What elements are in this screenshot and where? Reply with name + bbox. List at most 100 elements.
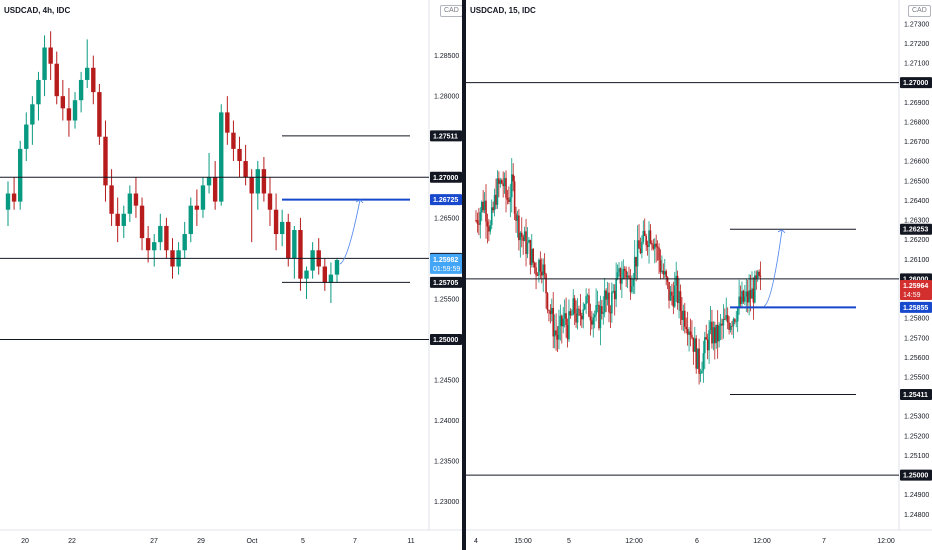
candle bbox=[568, 299, 570, 342]
candle bbox=[693, 326, 696, 352]
projection-arrow-head bbox=[777, 229, 786, 234]
candle bbox=[542, 258, 545, 292]
candle bbox=[510, 158, 513, 213]
candle bbox=[698, 338, 700, 385]
candle bbox=[671, 283, 673, 306]
candle bbox=[615, 262, 617, 308]
candle bbox=[653, 238, 656, 264]
candle bbox=[529, 239, 532, 275]
price-tick-label: 1.24500 bbox=[434, 378, 459, 385]
price-tick-label: 1.27300 bbox=[904, 21, 929, 28]
time-tick-label: 5 bbox=[567, 538, 571, 545]
pane-divider[interactable] bbox=[462, 0, 466, 550]
candle bbox=[489, 220, 492, 235]
price-tick-label: 1.25100 bbox=[904, 453, 929, 460]
candle bbox=[575, 300, 577, 328]
currency-badge[interactable]: CAD bbox=[908, 5, 931, 17]
candle bbox=[267, 177, 273, 226]
candle bbox=[736, 306, 739, 333]
candle bbox=[628, 266, 630, 280]
last-price-label: 1.25964 bbox=[903, 283, 928, 290]
price-tick-label: 1.26600 bbox=[904, 159, 929, 166]
chart-4h-canvas[interactable]: 1.285001.280001.275001.270001.265001.260… bbox=[0, 0, 462, 550]
candle bbox=[273, 193, 279, 251]
candle bbox=[243, 144, 248, 186]
time-tick-label: 15:00 bbox=[514, 538, 532, 545]
candle bbox=[728, 316, 730, 335]
level-price-label: 1.25000 bbox=[433, 337, 458, 344]
candle bbox=[249, 169, 254, 243]
candle bbox=[78, 71, 84, 113]
candle bbox=[629, 269, 632, 300]
candle bbox=[678, 279, 680, 319]
candle bbox=[759, 261, 762, 291]
candle bbox=[480, 200, 483, 221]
candle bbox=[493, 188, 496, 217]
candle bbox=[593, 310, 596, 329]
candle bbox=[536, 272, 539, 276]
candle bbox=[496, 170, 499, 209]
candle bbox=[495, 178, 497, 209]
candle bbox=[618, 262, 620, 277]
chart-pane-15m[interactable]: 1.27300 1.27200 1.27100 1.26900 1.26800 1.267… bbox=[466, 0, 932, 550]
candle bbox=[603, 278, 606, 318]
candle bbox=[588, 288, 590, 318]
candle bbox=[555, 313, 557, 351]
level-price-label: 1.25000 bbox=[903, 473, 928, 480]
candle bbox=[662, 263, 665, 279]
candle bbox=[540, 258, 543, 284]
candle bbox=[601, 299, 603, 320]
candle bbox=[200, 177, 206, 218]
candle bbox=[638, 224, 640, 249]
candle bbox=[563, 299, 566, 328]
candle bbox=[695, 335, 698, 374]
candle bbox=[596, 290, 599, 313]
candle bbox=[642, 220, 645, 245]
candle bbox=[188, 197, 193, 243]
candle bbox=[552, 292, 555, 349]
candle bbox=[572, 289, 575, 316]
candle bbox=[553, 314, 556, 349]
level-price-label: 1.25705 bbox=[433, 280, 458, 287]
candle bbox=[616, 264, 619, 281]
candle bbox=[673, 271, 676, 309]
candle bbox=[539, 251, 542, 279]
candle bbox=[526, 227, 529, 259]
candle bbox=[688, 327, 690, 352]
candle bbox=[592, 313, 595, 338]
candle bbox=[611, 282, 613, 323]
candle bbox=[668, 282, 670, 309]
level-price-label: 1.26000 bbox=[903, 276, 928, 283]
candle bbox=[679, 284, 682, 325]
candle bbox=[716, 310, 719, 359]
candle bbox=[559, 304, 562, 341]
candle bbox=[595, 288, 597, 322]
candle bbox=[127, 185, 133, 222]
time-tick-label: 22 bbox=[68, 538, 76, 545]
candle bbox=[655, 234, 657, 263]
candle bbox=[556, 326, 559, 352]
chart-15m-canvas[interactable]: 1.27300 1.27200 1.27100 1.26900 1.26800 1.267… bbox=[466, 0, 932, 550]
candle bbox=[476, 212, 479, 233]
level-price-tag bbox=[900, 388, 932, 400]
currency-badge[interactable]: CAD bbox=[440, 5, 463, 17]
candle bbox=[486, 213, 489, 244]
candle bbox=[665, 269, 667, 286]
candle bbox=[310, 242, 315, 279]
time-tick-label: 6 bbox=[695, 538, 699, 545]
candle bbox=[72, 92, 78, 129]
candle bbox=[718, 322, 720, 348]
candle bbox=[742, 289, 745, 304]
candle bbox=[715, 324, 718, 349]
candle bbox=[652, 238, 655, 251]
candle bbox=[749, 274, 752, 312]
candle bbox=[530, 233, 533, 268]
chart-pane-4h[interactable]: 1.285001.280001.275001.270001.265001.260… bbox=[0, 0, 463, 550]
candle bbox=[581, 312, 583, 328]
price-tick-label: 1.26200 bbox=[904, 237, 929, 244]
candle bbox=[732, 317, 735, 339]
candle bbox=[685, 317, 688, 334]
last-price-tag bbox=[430, 253, 462, 274]
candle bbox=[586, 293, 589, 304]
candle bbox=[599, 295, 602, 346]
